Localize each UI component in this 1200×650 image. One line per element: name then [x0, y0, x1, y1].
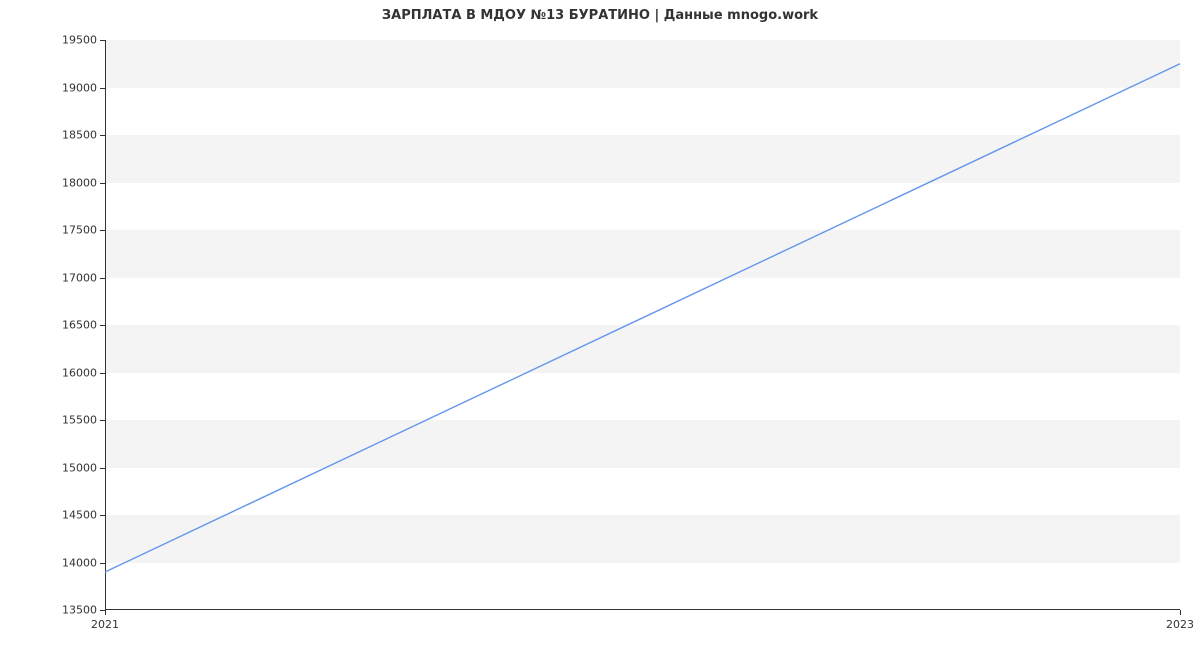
y-tick-label: 19000: [62, 81, 97, 94]
x-tick-label: 2021: [91, 618, 119, 631]
x-tick-mark: [1180, 610, 1181, 615]
y-tick-mark: [100, 135, 105, 136]
x-tick-mark: [105, 610, 106, 615]
y-tick-mark: [100, 468, 105, 469]
y-tick-label: 18500: [62, 129, 97, 142]
line-layer: [105, 40, 1180, 610]
y-tick-label: 19500: [62, 34, 97, 47]
y-tick-label: 16000: [62, 366, 97, 379]
y-tick-mark: [100, 183, 105, 184]
y-tick-mark: [100, 373, 105, 374]
y-tick-label: 13500: [62, 604, 97, 617]
y-tick-mark: [100, 563, 105, 564]
y-tick-label: 15000: [62, 461, 97, 474]
y-tick-mark: [100, 515, 105, 516]
y-tick-label: 14500: [62, 509, 97, 522]
y-tick-label: 18000: [62, 176, 97, 189]
y-tick-label: 16500: [62, 319, 97, 332]
chart-title: ЗАРПЛАТА В МДОУ №13 БУРАТИНО | Данные mn…: [0, 8, 1200, 23]
x-tick-label: 2023: [1166, 618, 1194, 631]
y-tick-mark: [100, 230, 105, 231]
y-tick-mark: [100, 325, 105, 326]
y-tick-label: 17500: [62, 224, 97, 237]
plot-area: 1350014000145001500015500160001650017000…: [105, 40, 1180, 610]
salary-line-chart: ЗАРПЛАТА В МДОУ №13 БУРАТИНО | Данные mn…: [0, 0, 1200, 650]
y-tick-mark: [100, 420, 105, 421]
y-tick-label: 14000: [62, 556, 97, 569]
y-tick-mark: [100, 40, 105, 41]
series-line-salary: [105, 64, 1180, 572]
y-tick-mark: [100, 88, 105, 89]
y-tick-label: 15500: [62, 414, 97, 427]
y-tick-label: 17000: [62, 271, 97, 284]
y-tick-mark: [100, 278, 105, 279]
